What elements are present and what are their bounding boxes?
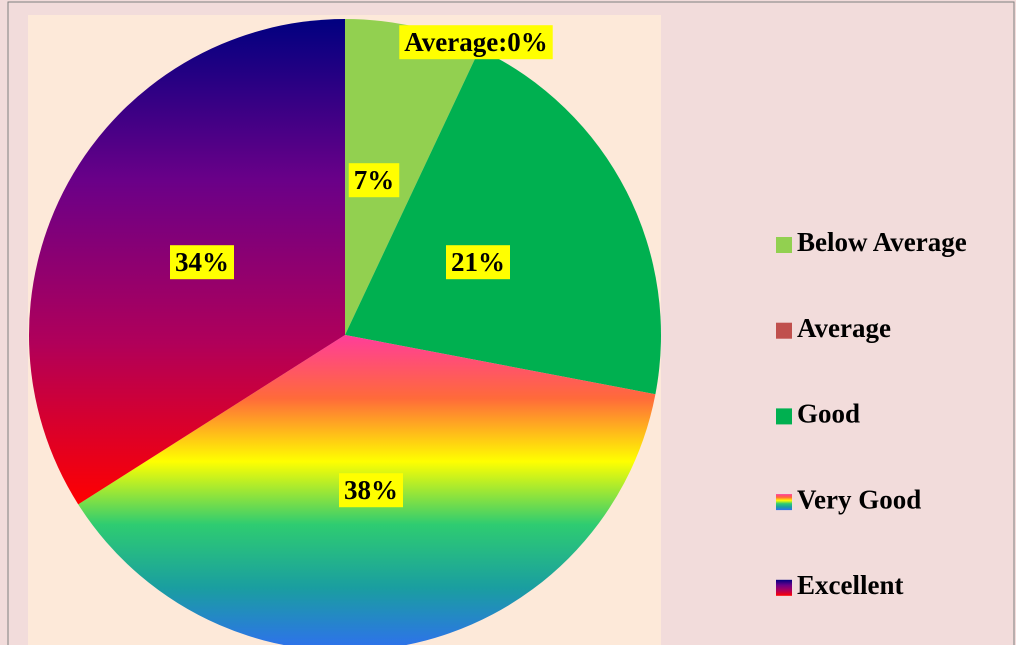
legend-label: Good — [797, 399, 860, 429]
data-label-background — [348, 163, 400, 198]
legend-swatch — [776, 579, 792, 596]
data-label: Average:0% — [404, 27, 547, 57]
chart-border — [7, 1, 1015, 645]
data-label-background — [170, 245, 234, 280]
data-label: 34% — [175, 247, 229, 277]
legend-label: Below Average — [797, 227, 967, 257]
legend-swatch — [776, 494, 792, 511]
legend-swatch — [776, 322, 792, 339]
data-label: 7% — [354, 165, 395, 195]
data-label: 21% — [451, 247, 505, 277]
legend-label: Very Good — [797, 484, 921, 514]
data-label-background — [339, 473, 403, 508]
data-label-background — [399, 25, 553, 60]
legend-swatch — [776, 408, 792, 425]
data-label: 38% — [344, 475, 398, 505]
legend-label: Average — [797, 313, 891, 343]
pie-slice — [345, 49, 661, 395]
pie-slice — [345, 19, 480, 335]
legend-label: Excellent — [797, 570, 903, 600]
legend-swatch — [776, 237, 792, 253]
data-label-background — [446, 245, 510, 280]
